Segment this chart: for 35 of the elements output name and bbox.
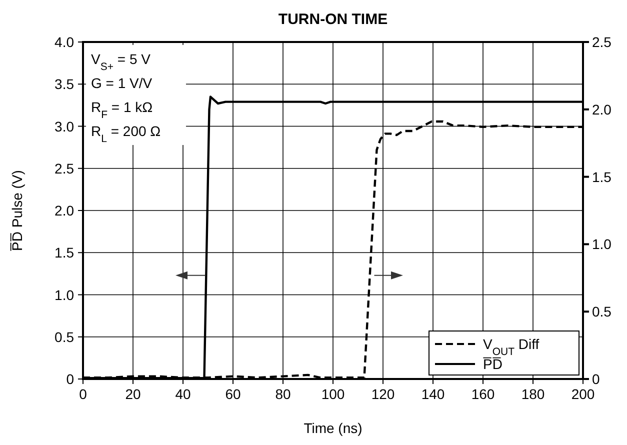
y-tick-label: 3.0 [54,118,74,134]
legend-label: P̅D̅ [482,356,502,372]
annotation: G = 1 V/V [91,75,153,91]
x-tick-label: 180 [521,386,545,402]
y-tick-label: 4.0 [54,34,74,50]
y2-tick-label: 2.0 [592,101,612,118]
legend-label: V$_{OUT}$ Diff [483,336,540,358]
x-tick-label: 0 [79,386,88,402]
x-tick-label: 20 [125,386,141,402]
x-tick-label: 60 [225,386,241,402]
x-tick-label: 40 [175,386,191,402]
annotation: R$_{L}$ = 200 Ω [91,123,161,145]
y-tick-label: 1.5 [54,244,74,261]
y-tick-label: 1.0 [54,286,74,303]
x-tick-label: 80 [275,386,291,402]
y2-tick-label: 1.5 [592,168,612,185]
y2-tick-label: 0 [592,371,600,387]
x-axis-title: Time (ns) [304,420,362,436]
y2-tick-label: 1.0 [592,236,612,252]
x-tick-label: 140 [421,386,445,402]
y-tick-label: 2.0 [54,202,74,218]
y-tick-label: 0 [66,371,74,387]
y2-tick-label: 0.5 [592,304,612,320]
x-tick-label: 100 [321,386,345,402]
y-axis-title: P̅D̅ Pulse (V) [9,170,25,252]
x-tick-label: 120 [371,386,395,402]
annotation: R$_{F}$ = 1 kΩ [91,99,153,121]
x-tick-label: 200 [571,386,595,402]
y2-tick-label: 2.5 [592,34,612,50]
y-tick-label: 3.5 [54,76,74,92]
x-tick-label: 160 [471,386,495,402]
y-tick-label: 2.5 [54,160,74,176]
y-tick-label: 0.5 [54,328,74,345]
chart-title: TURN-ON TIME [278,11,388,28]
annotation: V$_{S+}$ = 5 V [91,51,152,73]
